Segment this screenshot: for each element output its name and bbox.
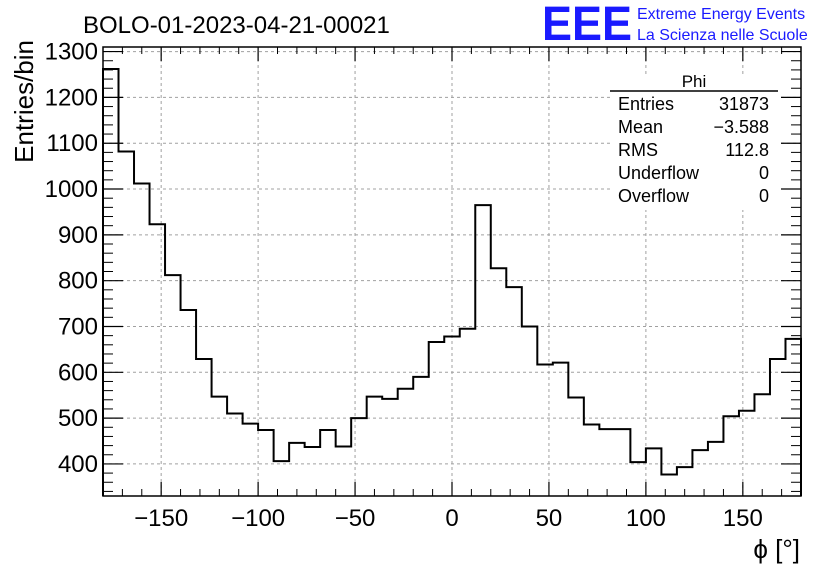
histogram-series [102, 67, 802, 496]
x-tick-label: 150 [723, 505, 763, 532]
x-tick-label: −50 [335, 505, 376, 532]
y-tick-label: 600 [58, 359, 98, 386]
stats-value: 112.8 [725, 140, 769, 160]
stats-label: Overflow [618, 186, 690, 206]
y-tick-label: 500 [58, 405, 98, 432]
stats-label: Entries [618, 94, 674, 114]
y-tick-label: 1100 [46, 130, 98, 157]
y-tick-label: 1300 [45, 39, 98, 66]
stats-value: 31873 [719, 94, 769, 114]
logo-line-2: La Scienza nelle Scuole [637, 27, 808, 44]
stats-box-title: Phi [682, 72, 707, 91]
logo-mark: EEE [542, 0, 632, 51]
y-tick-label: 1200 [45, 84, 98, 111]
plot-frame [102, 46, 802, 497]
y-tick-label: 400 [58, 451, 98, 478]
stats-value: −3.588 [713, 117, 769, 137]
x-tick-label: 100 [626, 505, 666, 532]
y-tick-label: 700 [58, 313, 98, 340]
x-tick-label: 50 [536, 505, 563, 532]
y-tick-labels: 400 500 600 700 800 900 1000 1100 1200 1300 [45, 39, 98, 478]
stats-label: RMS [618, 140, 658, 160]
stats-rows: Entries 31873 Mean −3.588 RMS 112.8 Underflow 0… [618, 94, 769, 206]
y-tick-label: 900 [58, 222, 98, 249]
stats-label: Mean [618, 117, 663, 137]
stats-value: 0 [759, 163, 769, 183]
x-axis-label: ϕ [°] [753, 534, 800, 564]
y-tick-label: 1000 [45, 176, 98, 203]
stats-value: 0 [759, 186, 769, 206]
y-axis-label: Entries/bin [9, 40, 39, 163]
logo-line-1: Extreme Energy Events [637, 6, 805, 23]
stats-box-background [610, 75, 778, 210]
x-tick-label: 0 [445, 505, 458, 532]
eee-logo: EEE Extreme Energy Events La Scienza nel… [542, 0, 808, 51]
x-tick-labels: −150 −100 −50 0 50 100 150 [134, 505, 763, 532]
stats-box: Phi Entries 31873 Mean −3.588 RMS 112.8 Underf… [610, 72, 778, 210]
x-tick-label: −100 [231, 505, 285, 532]
axis-ticks [103, 47, 801, 496]
x-tick-label: −150 [134, 505, 188, 532]
y-tick-label: 800 [58, 268, 98, 295]
stats-label: Underflow [618, 163, 700, 183]
chart-title: BOLO-01-2023-04-21-00021 [83, 12, 390, 39]
